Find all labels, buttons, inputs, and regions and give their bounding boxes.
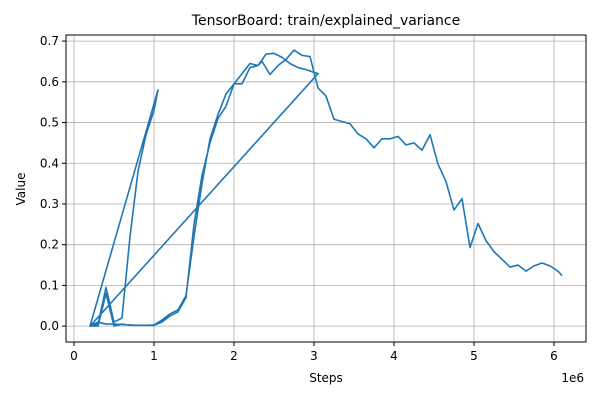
chart-title: TensorBoard: train/explained_variance xyxy=(191,13,460,29)
x-tick-label: 3 xyxy=(310,349,318,363)
x-tick-label: 6 xyxy=(550,349,558,363)
y-tick-label: 0.7 xyxy=(40,34,59,48)
y-tick-label: 0.0 xyxy=(40,319,59,333)
y-tick-label: 0.3 xyxy=(40,197,59,211)
x-offset-label: 1e6 xyxy=(561,371,584,385)
y-tick-label: 0.1 xyxy=(40,278,59,292)
y-axis-label: Value xyxy=(14,173,28,206)
x-tick-label: 5 xyxy=(470,349,478,363)
y-tick-label: 0.2 xyxy=(40,238,59,252)
y-tick-label: 0.5 xyxy=(40,116,59,130)
x-tick-label: 4 xyxy=(390,349,398,363)
series-line xyxy=(89,49,563,327)
y-tick-label: 0.6 xyxy=(40,75,59,89)
x-tick-label: 0 xyxy=(70,349,78,363)
y-tick-label: 0.4 xyxy=(40,156,59,170)
plot-frame xyxy=(65,34,587,343)
x-tick-label: 2 xyxy=(230,349,238,363)
x-axis-label: Steps xyxy=(309,371,343,385)
x-tick-label: 1 xyxy=(150,349,158,363)
